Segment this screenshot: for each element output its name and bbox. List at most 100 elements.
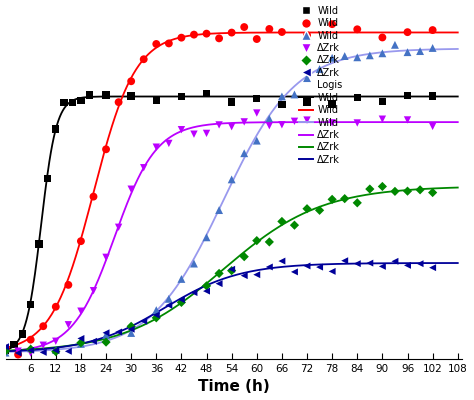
Point bbox=[2, 344, 9, 350]
Point bbox=[35, 241, 43, 247]
Point bbox=[153, 144, 160, 150]
Point bbox=[2, 347, 9, 354]
Point bbox=[265, 26, 273, 32]
Point bbox=[404, 188, 411, 194]
Point bbox=[203, 283, 210, 289]
Point bbox=[328, 196, 336, 202]
Point bbox=[2, 349, 9, 355]
Point bbox=[379, 50, 386, 56]
Point bbox=[379, 34, 386, 41]
Point bbox=[416, 48, 424, 54]
Point bbox=[240, 272, 248, 279]
Point bbox=[153, 97, 160, 104]
Point bbox=[14, 348, 22, 354]
Point bbox=[90, 338, 97, 344]
Point bbox=[265, 239, 273, 245]
Point bbox=[391, 42, 399, 48]
Point bbox=[44, 176, 51, 182]
Point bbox=[190, 131, 198, 137]
Point bbox=[27, 302, 35, 308]
Point bbox=[354, 94, 361, 101]
Point bbox=[303, 99, 311, 105]
Point bbox=[102, 92, 110, 98]
Point bbox=[429, 93, 437, 99]
Point bbox=[240, 119, 248, 125]
Point bbox=[190, 260, 198, 267]
Point bbox=[328, 21, 336, 27]
Point bbox=[64, 282, 72, 288]
Point bbox=[379, 98, 386, 105]
Point bbox=[27, 350, 35, 356]
Point bbox=[165, 140, 173, 147]
Point bbox=[102, 339, 110, 345]
Point bbox=[153, 312, 160, 318]
Point bbox=[253, 36, 261, 42]
Point bbox=[253, 95, 261, 102]
Point bbox=[128, 186, 135, 192]
Point bbox=[39, 342, 47, 348]
Point bbox=[404, 49, 411, 55]
Point bbox=[240, 254, 248, 260]
Point bbox=[178, 299, 185, 306]
Point bbox=[27, 346, 35, 352]
Point bbox=[27, 347, 35, 354]
Point bbox=[253, 110, 261, 116]
Point bbox=[115, 329, 122, 335]
Point bbox=[153, 41, 160, 47]
Point bbox=[64, 322, 72, 328]
Point bbox=[153, 315, 160, 321]
Point bbox=[228, 266, 236, 272]
Point bbox=[190, 289, 198, 296]
Point bbox=[77, 340, 85, 346]
X-axis label: Time (h): Time (h) bbox=[198, 380, 270, 394]
Point bbox=[328, 101, 336, 107]
Point bbox=[178, 276, 185, 282]
Point bbox=[165, 296, 173, 302]
Point bbox=[404, 262, 411, 268]
Point bbox=[328, 268, 336, 274]
Point bbox=[253, 138, 261, 144]
Point bbox=[291, 118, 298, 124]
Point bbox=[203, 234, 210, 240]
Point bbox=[228, 176, 236, 182]
Point bbox=[153, 307, 160, 313]
Point bbox=[52, 348, 60, 355]
Point bbox=[52, 304, 60, 310]
Point bbox=[291, 91, 298, 98]
Point bbox=[27, 345, 35, 352]
Point bbox=[203, 30, 210, 37]
Point bbox=[203, 90, 210, 97]
Point bbox=[215, 35, 223, 42]
Point bbox=[215, 122, 223, 128]
Point bbox=[215, 270, 223, 277]
Point bbox=[240, 150, 248, 156]
Point bbox=[90, 194, 97, 200]
Point bbox=[291, 269, 298, 275]
Point bbox=[379, 263, 386, 270]
Point bbox=[52, 338, 60, 344]
Point bbox=[303, 206, 311, 212]
Point bbox=[316, 207, 323, 214]
Point bbox=[429, 45, 437, 51]
Point bbox=[316, 264, 323, 270]
Point bbox=[303, 117, 311, 123]
Point bbox=[404, 29, 411, 35]
Point bbox=[165, 40, 173, 47]
Point bbox=[140, 164, 147, 171]
Point bbox=[215, 280, 223, 287]
Point bbox=[215, 207, 223, 213]
Point bbox=[52, 347, 60, 353]
Point bbox=[404, 92, 411, 98]
Point bbox=[341, 53, 348, 59]
Point bbox=[14, 351, 22, 358]
Point bbox=[102, 330, 110, 336]
Point bbox=[278, 93, 286, 100]
Point bbox=[379, 183, 386, 190]
Point bbox=[14, 350, 22, 356]
Point bbox=[303, 263, 311, 269]
Point bbox=[140, 318, 147, 324]
Point bbox=[128, 326, 135, 332]
Point bbox=[429, 189, 437, 196]
Point bbox=[354, 260, 361, 267]
Point bbox=[391, 188, 399, 194]
